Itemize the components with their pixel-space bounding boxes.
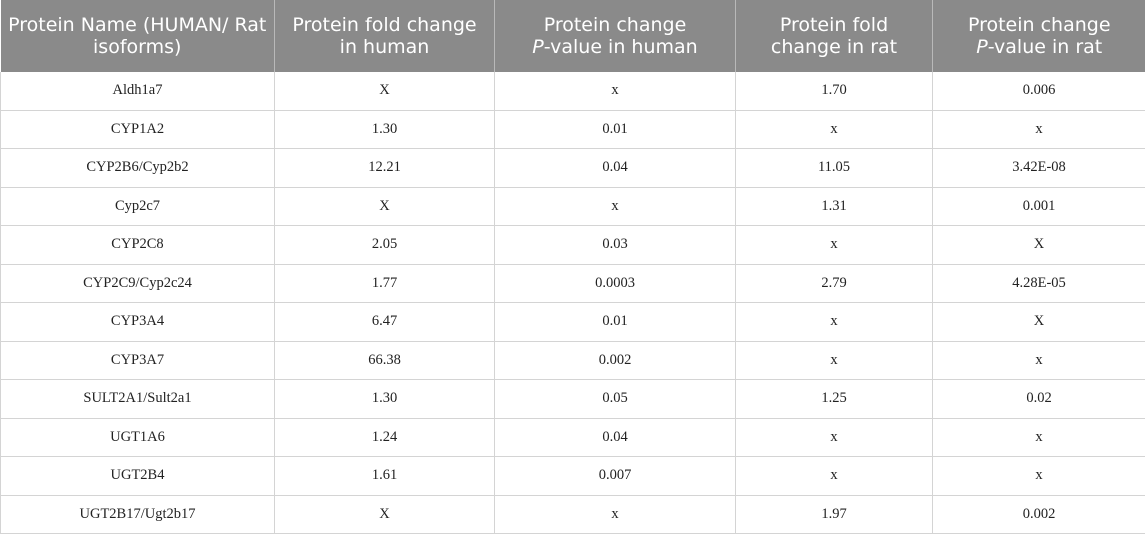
cell-pvalue-rat: 3.42E-08 [933,149,1145,188]
cell-fold-rat: x [736,110,933,149]
cell-fold-human: 6.47 [275,303,495,342]
cell-pvalue-human: 0.04 [495,418,736,457]
cell-pvalue-rat: x [933,341,1145,380]
cell-pvalue-human: 0.03 [495,226,736,265]
cell-fold-human: 1.24 [275,418,495,457]
cell-fold-rat: 1.31 [736,187,933,226]
cell-fold-human: 2.05 [275,226,495,265]
cell-pvalue-rat: 4.28E-05 [933,264,1145,303]
cell-fold-human: 1.77 [275,264,495,303]
header-fold-human: Protein fold change in human [275,0,495,72]
cell-pvalue-rat: x [933,110,1145,149]
cell-fold-human: 66.38 [275,341,495,380]
header-protein-name: Protein Name (HUMAN/ Rat isoforms) [1,0,275,72]
cell-fold-human: X [275,72,495,110]
cell-protein-name: CYP3A4 [1,303,275,342]
cell-pvalue-rat: x [933,457,1145,496]
table-header: Protein Name (HUMAN/ Rat isoforms) Prote… [1,0,1145,72]
cell-pvalue-human: x [495,495,736,534]
cell-pvalue-human: 0.007 [495,457,736,496]
cell-protein-name: CYP1A2 [1,110,275,149]
cell-protein-name: Cyp2c7 [1,187,275,226]
cell-fold-human: 1.61 [275,457,495,496]
cell-fold-rat: x [736,303,933,342]
cell-pvalue-human: 0.002 [495,341,736,380]
cell-protein-name: SULT2A1/Sult2a1 [1,380,275,419]
cell-pvalue-human: 0.01 [495,303,736,342]
cell-protein-name: UGT2B17/Ugt2b17 [1,495,275,534]
cell-pvalue-rat: 0.02 [933,380,1145,419]
cell-fold-rat: 1.70 [736,72,933,110]
cell-fold-rat: x [736,457,933,496]
cell-fold-rat: 11.05 [736,149,933,188]
cell-fold-rat: 1.97 [736,495,933,534]
cell-pvalue-human: 0.05 [495,380,736,419]
cell-protein-name: CYP2B6/Cyp2b2 [1,149,275,188]
cell-fold-human: X [275,187,495,226]
cell-fold-human: 12.21 [275,149,495,188]
cell-pvalue-human: x [495,72,736,110]
cell-protein-name: CYP2C9/Cyp2c24 [1,264,275,303]
header-fold-rat: Protein fold change in rat [736,0,933,72]
cell-pvalue-rat: 0.002 [933,495,1145,534]
header-row: Protein Name (HUMAN/ Rat isoforms) Prote… [1,0,1145,72]
cell-pvalue-rat: 0.001 [933,187,1145,226]
cell-pvalue-human: 0.04 [495,149,736,188]
cell-fold-rat: x [736,418,933,457]
cell-fold-human: 1.30 [275,110,495,149]
cell-pvalue-rat: X [933,303,1145,342]
cell-pvalue-rat: X [933,226,1145,265]
cell-fold-rat: x [736,341,933,380]
cell-fold-human: 1.30 [275,380,495,419]
cell-pvalue-rat: 0.006 [933,72,1145,110]
cell-fold-rat: 1.25 [736,380,933,419]
cell-protein-name: CYP2C8 [1,226,275,265]
cell-protein-name: UGT2B4 [1,457,275,496]
cell-protein-name: Aldh1a7 [1,72,275,110]
cell-protein-name: CYP3A7 [1,341,275,380]
cell-pvalue-human: x [495,187,736,226]
cell-fold-human: X [275,495,495,534]
cell-pvalue-rat: x [933,418,1145,457]
cell-protein-name: UGT1A6 [1,418,275,457]
cell-fold-rat: 2.79 [736,264,933,303]
cell-pvalue-human: 0.01 [495,110,736,149]
cell-pvalue-human: 0.0003 [495,264,736,303]
cell-fold-rat: x [736,226,933,265]
